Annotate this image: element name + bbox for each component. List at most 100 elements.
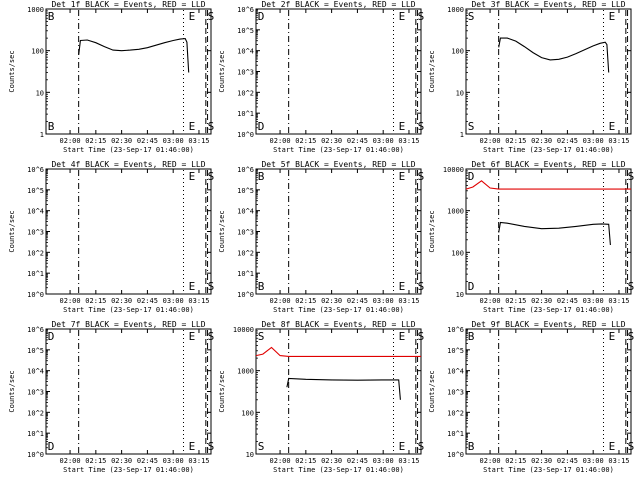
y-tick-label: 10^0 [27,451,44,459]
marker-label-bottom: B [258,280,265,293]
x-tick-label: 03:15 [188,457,209,465]
marker-label-top: S [628,170,635,183]
x-tick-label: 02:00 [270,137,291,145]
x-tick-label: 02:15 [505,137,526,145]
x-tick-label: 02:45 [137,137,158,145]
x-tick-label: 03:15 [398,297,419,305]
marker-label-bottom: D [258,120,265,133]
marker-label-top: E [189,170,196,183]
y-tick-label: 10^4 [447,368,464,376]
y-tick-label: 10 [456,89,464,97]
y-tick-label: 10^2 [237,89,254,97]
x-tick-label: 02:30 [321,457,342,465]
x-tick-label: 03:15 [188,297,209,305]
marker-label-top: S [258,330,265,343]
marker-label-bottom: E [399,120,406,133]
marker-label-top: S [418,330,425,343]
x-tick-label: 02:15 [295,297,316,305]
x-tick-label: 03:00 [163,297,184,305]
y-tick-label: 10^0 [447,451,464,459]
y-tick-label: 1000 [447,6,464,14]
y-tick-label: 10^6 [237,6,254,14]
marker-label-top: D [468,170,475,183]
x-tick-label: 02:45 [347,297,368,305]
x-tick-label: 03:00 [583,297,604,305]
x-tick-label: 03:15 [608,457,629,465]
x-tick-label: 03:00 [373,297,394,305]
y-axis-label: Counts/sec [428,50,436,92]
marker-label-bottom: S [418,440,425,453]
marker-label-bottom: S [258,440,265,453]
x-axis-label: Start Time (23-Sep-17 01:46:00) [483,306,614,314]
x-tick-label: 03:15 [608,297,629,305]
marker-label-bottom: B [468,440,475,453]
marker-label-bottom: B [48,120,55,133]
y-tick-label: 10^6 [237,166,254,174]
marker-label-bottom: E [189,120,196,133]
detector-panel: Det 7f BLACK = Events, RED = LLD 10^6 10^5… [8,320,214,474]
y-axis-label: Counts/sec [218,370,226,412]
y-tick-label: 10^1 [27,270,44,278]
x-tick-label: 02:15 [505,457,526,465]
y-tick-label: 10 [36,89,44,97]
marker-label-bottom: D [48,440,55,453]
y-axis-label: Counts/sec [8,50,16,92]
marker-label-bottom: S [418,280,425,293]
x-tick-label: 02:45 [557,137,578,145]
x-tick-label: 02:15 [295,457,316,465]
y-tick-label: 1000 [447,208,464,216]
x-tick-label: 03:00 [163,137,184,145]
x-tick-label: 02:00 [60,457,81,465]
detector-panel: Det 3f BLACK = Events, RED = LLD 1000 100 1… [428,0,632,154]
y-tick-label: 10^1 [27,430,44,438]
x-tick-label: 03:00 [373,457,394,465]
y-tick-label: 10^3 [237,229,254,237]
x-tick-label: 02:15 [295,137,316,145]
y-tick-label: 10^0 [237,291,254,299]
marker-label-top: D [258,10,265,23]
marker-label-top: D [48,330,55,343]
x-tick-label: 02:00 [480,297,501,305]
y-tick-label: 10^6 [27,326,44,334]
panel-title: Det 2f BLACK = Events, RED = LLD [261,0,415,9]
marker-label-top: B [258,170,265,183]
marker-label-top: S [418,170,425,183]
x-tick-label: 02:15 [85,297,106,305]
y-tick-label: 10^3 [237,69,254,77]
panel-title: Det 6f BLACK = Events, RED = LLD [471,160,625,169]
marker-label-top: S [208,170,215,183]
x-tick-label: 02:45 [347,137,368,145]
x-axis-label: Start Time (23-Sep-17 01:46:00) [63,466,194,474]
marker-label-top: E [399,170,406,183]
detector-panel: Det 9f BLACK = Events, RED = LLD 10^6 10^5… [428,320,634,474]
plot-frame [465,8,632,135]
marker-label-bottom: E [609,440,616,453]
y-tick-label: 100 [451,48,464,56]
marker-label-top: S [418,10,425,23]
marker-label-top: E [609,10,616,23]
plot-frame [255,8,422,135]
x-tick-label: 02:30 [531,137,552,145]
lld-rate-line [465,180,631,190]
x-tick-label: 03:15 [608,137,629,145]
detector-panel: Det 8f BLACK = Events, RED = LLD10000100… [218,320,424,474]
y-tick-label: 1000 [237,368,254,376]
marker-label-bottom: D [468,280,475,293]
x-tick-label: 03:00 [373,137,394,145]
y-tick-label: 10^5 [237,27,254,35]
x-tick-label: 02:30 [321,137,342,145]
x-tick-label: 02:00 [480,137,501,145]
x-tick-label: 02:00 [60,137,81,145]
x-axis-label: Start Time (23-Sep-17 01:46:00) [273,466,404,474]
plot-frame [255,168,422,295]
marker-label-top: B [468,330,475,343]
panel-title: Det 7f BLACK = Events, RED = LLD [51,320,205,329]
marker-label-bottom: S [468,120,475,133]
marker-label-bottom: E [189,280,196,293]
marker-label-top: E [609,330,616,343]
x-axis-label: Start Time (23-Sep-17 01:46:00) [273,146,404,154]
y-tick-label: 10^6 [27,166,44,174]
marker-label-bottom: E [399,440,406,453]
marker-label-top: B [48,10,55,23]
detector-panel: Det 4f BLACK = Events, RED = LLD 10^6 10^5… [8,160,214,314]
